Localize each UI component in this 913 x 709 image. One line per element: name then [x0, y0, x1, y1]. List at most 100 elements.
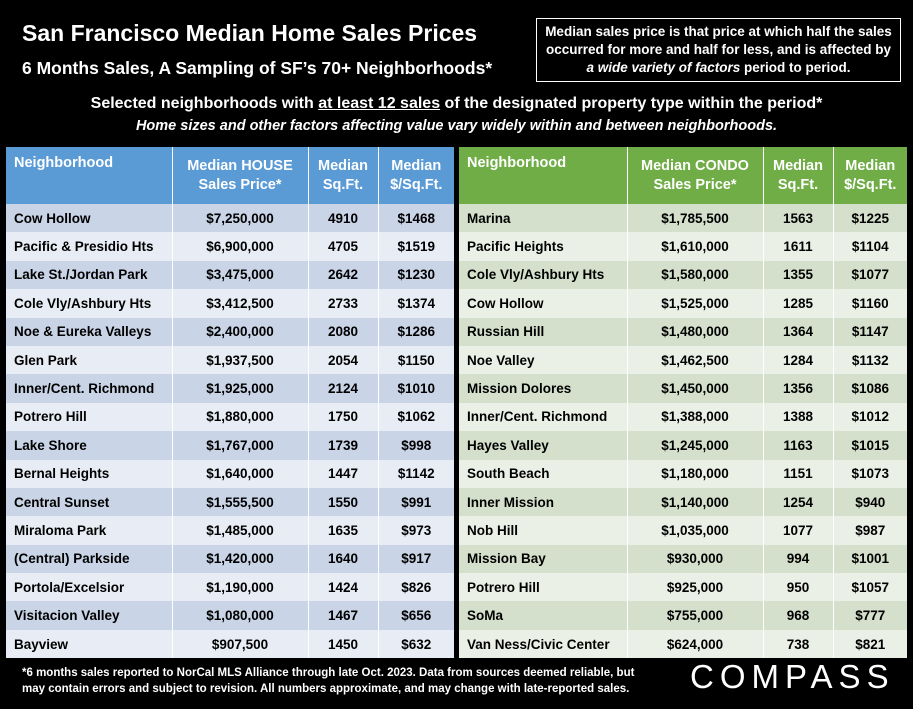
condo-table-body: Marina $1,785,500 1563 $1225 Pacific Heights…: [459, 204, 907, 659]
house-cell: 2642: [308, 260, 379, 290]
condo-table-row: Cow Hollow $1,525,000 1285 $1160: [459, 289, 907, 318]
condo-table-row: Inner Mission $1,140,000 1254 $940: [459, 487, 907, 517]
condo-cell: 1611: [763, 232, 834, 261]
condo-cell: $1,785,500: [627, 204, 764, 233]
note-line-1: Median sales price is that price at whic…: [545, 24, 892, 39]
house-cell: Central Sunset: [6, 487, 173, 517]
condo-cell: $1160: [833, 289, 907, 318]
condo-cell: 1388: [763, 402, 834, 432]
condo-cell: Nob Hill: [459, 516, 628, 545]
condo-cell: $1225: [833, 204, 907, 233]
condo-cell: 1563: [763, 204, 834, 233]
condo-header-line-1: Neighborhood: [467, 155, 567, 171]
house-cell: 1635: [308, 516, 379, 545]
house-cell: $991: [378, 487, 454, 517]
condo-table-row: Hayes Valley $1,245,000 1163 $1015: [459, 431, 907, 460]
house-table-body: Cow Hollow $7,250,000 4910 $1468 Pacific & P…: [6, 204, 454, 659]
condo-header-line-2: $/Sq.Ft.: [844, 176, 897, 193]
house-cell: 4910: [308, 204, 379, 233]
house-cell: Noe & Eureka Valleys: [6, 317, 173, 346]
condo-table-row: Noe Valley $1,462,500 1284 $1132: [459, 345, 907, 375]
house-cell: $3,475,000: [172, 260, 309, 290]
condo-cell: $755,000: [627, 601, 764, 630]
condo-table-row: Mission Bay $930,000 994 $1001: [459, 544, 907, 574]
house-cell: 2054: [308, 345, 379, 375]
house-cell: Inner/Cent. Richmond: [6, 374, 173, 403]
condo-cell: $925,000: [627, 573, 764, 602]
condo-cell: $1132: [833, 345, 907, 375]
condo-table-row: Nob Hill $1,035,000 1077 $987: [459, 516, 907, 545]
note-line-3: a wide variety of factors period to peri…: [537, 59, 900, 77]
condo-cell: $1,610,000: [627, 232, 764, 261]
note-line-2: occurred for more and half for less, and…: [545, 42, 892, 57]
condo-column-header: Median $/Sq.Ft.: [833, 147, 907, 204]
condo-cell: $1,245,000: [627, 431, 764, 460]
condo-cell: $987: [833, 516, 907, 545]
house-cell: $1142: [378, 459, 454, 488]
house-cell: Cole Vly/Ashbury Hts: [6, 289, 173, 318]
condo-column-header: Median CONDO Sales Price*: [627, 147, 764, 204]
house-cell: $1,080,000: [172, 601, 309, 630]
house-column-header: Median $/Sq.Ft.: [378, 147, 454, 204]
house-cell: Visitacion Valley: [6, 601, 173, 630]
house-cell: Lake St./Jordan Park: [6, 260, 173, 290]
house-cell: $1,640,000: [172, 459, 309, 488]
condo-header-line-2: Sq.Ft.: [777, 176, 819, 193]
condo-cell: 994: [763, 544, 834, 574]
house-column-header: Neighborhood: [6, 147, 173, 204]
house-cell: $1286: [378, 317, 454, 346]
condo-cell: Pacific Heights: [459, 232, 628, 261]
house-cell: $1,925,000: [172, 374, 309, 403]
condo-cell: $1,388,000: [627, 402, 764, 432]
house-table-row: Central Sunset $1,555,500 1550 $991: [6, 487, 454, 517]
condo-cell: Russian Hill: [459, 317, 628, 346]
condo-cell: Potrero Hill: [459, 573, 628, 602]
condo-header-line-1: Median CONDO: [641, 157, 749, 174]
compass-logo: COMPASS: [690, 658, 895, 695]
house-table-row: Portola/Excelsior $1,190,000 1424 $826: [6, 573, 454, 602]
house-header-line-1: Median: [318, 157, 368, 174]
condo-cell: Marina: [459, 204, 628, 233]
condo-header-line-2: Sales Price*: [653, 176, 737, 193]
condo-cell: $1086: [833, 374, 907, 403]
condo-table-row: Mission Dolores $1,450,000 1356 $1086: [459, 374, 907, 403]
house-cell: $1,937,500: [172, 345, 309, 375]
condo-cell: $930,000: [627, 544, 764, 574]
selection-underlined: at least 12 sales: [318, 95, 441, 112]
condo-cell: SoMa: [459, 601, 628, 630]
condo-table-row: Pacific Heights $1,610,000 1611 $1104: [459, 232, 907, 261]
house-cell: $1230: [378, 260, 454, 290]
house-cell: 2080: [308, 317, 379, 346]
condo-cell: 1151: [763, 459, 834, 488]
house-table-row: (Central) Parkside $1,420,000 1640 $917: [6, 544, 454, 574]
house-table-row: Cow Hollow $7,250,000 4910 $1468: [6, 204, 454, 233]
house-cell: $1374: [378, 289, 454, 318]
house-cell: (Central) Parkside: [6, 544, 173, 574]
condo-cell: $1015: [833, 431, 907, 460]
condo-price-table: Neighborhood Median CONDO Sales Price* Medi…: [459, 147, 907, 659]
condo-table-row: Inner/Cent. Richmond $1,388,000 1388 $1012: [459, 402, 907, 432]
house-table-row: Noe & Eureka Valleys $2,400,000 2080 $1286: [6, 317, 454, 346]
condo-cell: $777: [833, 601, 907, 630]
house-cell: $1,485,000: [172, 516, 309, 545]
house-cell: $6,900,000: [172, 232, 309, 261]
condo-cell: 1284: [763, 345, 834, 375]
condo-cell: 738: [763, 629, 834, 659]
condo-table-row: Russian Hill $1,480,000 1364 $1147: [459, 317, 907, 346]
house-table-row: Potrero Hill $1,880,000 1750 $1062: [6, 402, 454, 432]
chart-title: San Francisco Median Home Sales Prices: [22, 20, 478, 46]
condo-cell: $821: [833, 629, 907, 659]
condo-cell: $1073: [833, 459, 907, 488]
house-cell: $1,555,500: [172, 487, 309, 517]
condo-table-row: Cole Vly/Ashbury Hts $1,580,000 1355 $1077: [459, 260, 907, 290]
house-cell: $1,880,000: [172, 402, 309, 432]
house-cell: $7,250,000: [172, 204, 309, 233]
footnote-line-1: *6 months sales reported to NorCal MLS A…: [22, 667, 635, 679]
condo-header-line-1: Median: [773, 157, 823, 174]
condo-cell: 1254: [763, 487, 834, 517]
house-cell: $973: [378, 516, 454, 545]
house-cell: $632: [378, 629, 454, 659]
house-cell: Portola/Excelsior: [6, 573, 173, 602]
house-cell: 2124: [308, 374, 379, 403]
condo-cell: 950: [763, 573, 834, 602]
